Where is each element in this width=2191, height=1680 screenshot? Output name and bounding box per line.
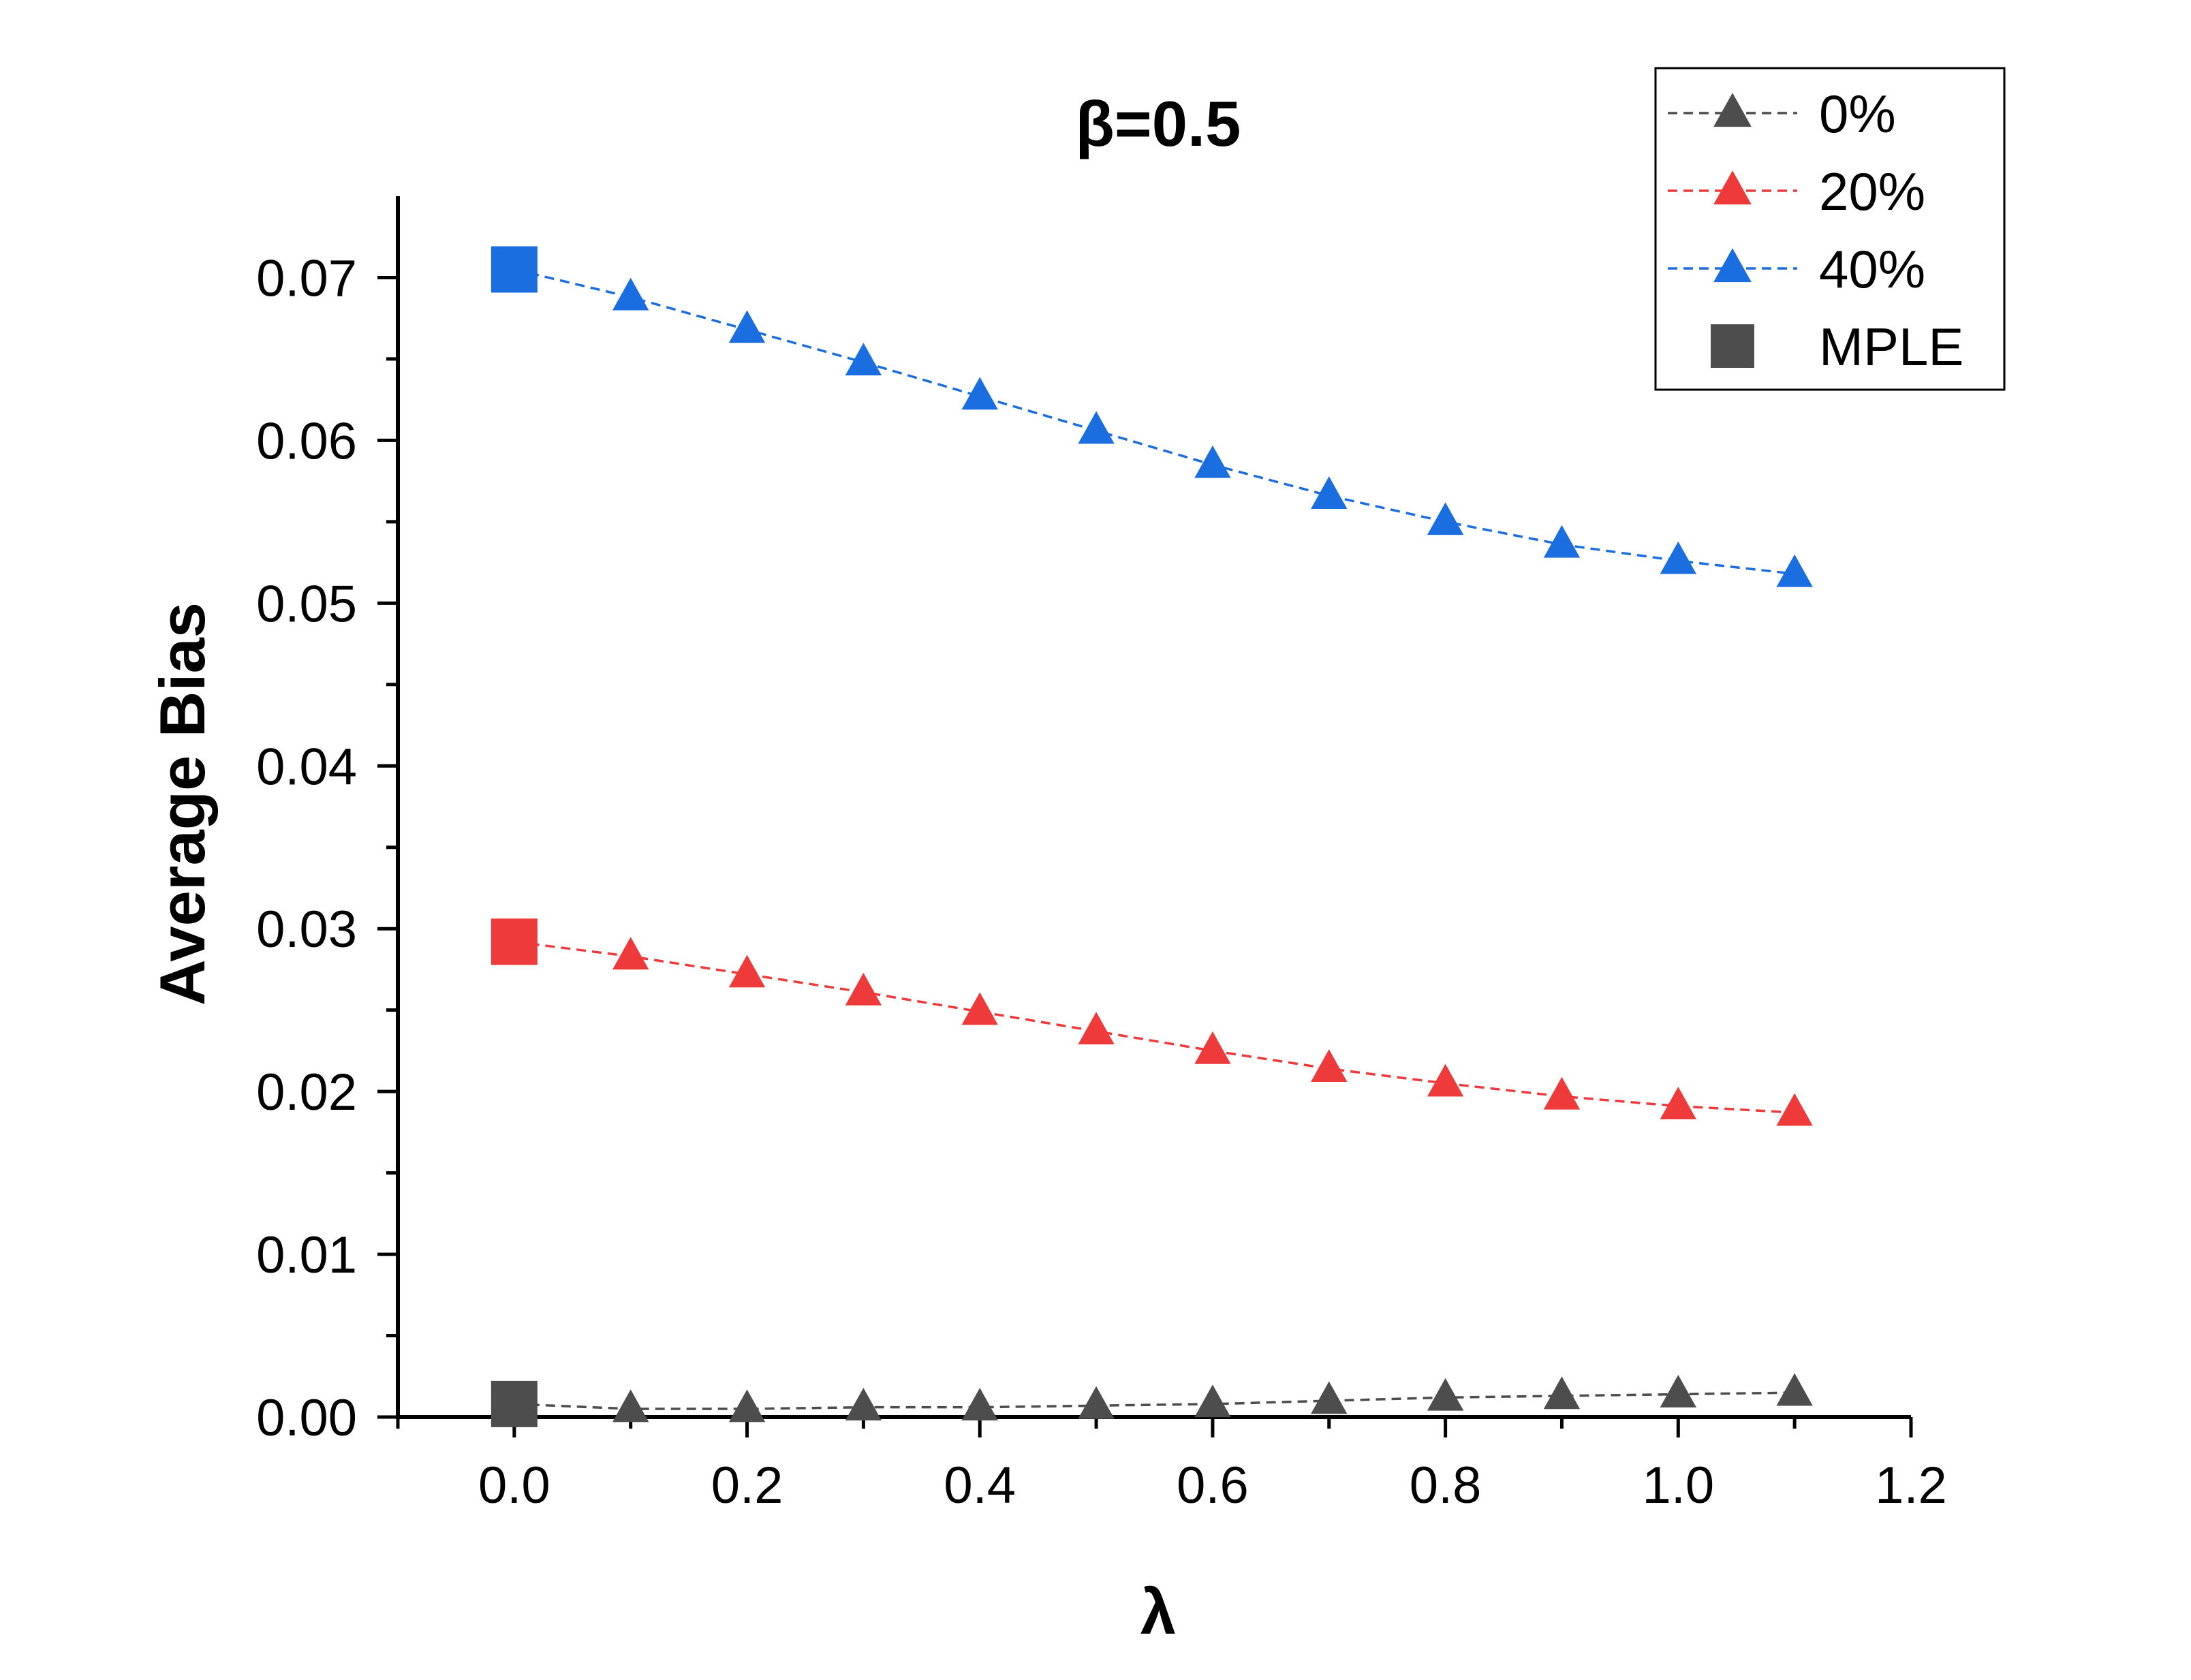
mple-marker — [491, 1380, 538, 1427]
series-20% — [514, 937, 1813, 1126]
data-point-marker — [1427, 1063, 1464, 1097]
series-40% — [514, 268, 1813, 587]
data-point-marker — [728, 1389, 766, 1422]
x-tick-label: 0.6 — [1177, 1457, 1249, 1514]
series-0% — [514, 1373, 1813, 1422]
data-point-marker — [961, 1388, 998, 1420]
data-point-marker — [728, 310, 766, 343]
data-series — [491, 246, 1813, 1427]
chart-title: β=0.5 — [1076, 88, 1241, 159]
data-point-marker — [845, 1388, 882, 1420]
series-mple — [491, 246, 538, 1427]
x-axis-title: λ — [1140, 1576, 1176, 1647]
y-tick-label: 0.07 — [256, 249, 357, 307]
data-point-marker — [1194, 1031, 1231, 1064]
data-point-marker — [1427, 1378, 1464, 1411]
legend-label: 0% — [1819, 84, 1896, 144]
data-point-marker — [612, 277, 649, 311]
data-point-marker — [1194, 445, 1231, 478]
data-point-marker — [1776, 1373, 1813, 1406]
y-tick-label: 0.04 — [256, 738, 357, 796]
data-point-marker — [1194, 1384, 1231, 1418]
legend-label: MPLE — [1819, 317, 1963, 377]
legend-marker — [1713, 170, 1752, 205]
mple-marker — [491, 246, 538, 293]
series-line — [514, 940, 1795, 1114]
x-tick-label: 1.2 — [1875, 1457, 1947, 1514]
x-tick-label: 0.8 — [1410, 1457, 1482, 1514]
data-point-marker — [1078, 411, 1115, 444]
legend-label: 40% — [1819, 239, 1925, 299]
legend-marker — [1713, 248, 1752, 283]
data-point-marker — [1543, 1376, 1581, 1410]
data-point-marker — [1543, 525, 1581, 558]
y-tick-label: 0.02 — [256, 1063, 357, 1121]
data-point-marker — [961, 992, 998, 1025]
x-tick-label: 0.2 — [711, 1457, 783, 1514]
legend-marker — [1711, 324, 1754, 368]
data-point-marker — [1660, 1087, 1696, 1119]
data-point-marker — [1660, 541, 1696, 574]
axes: 0.0 0.2 0.4 0.6 0.8 1.0 1.2 0.00 0.01 0.02 0.03 0.0… — [256, 196, 1947, 1514]
data-point-marker — [845, 972, 882, 1006]
data-point-marker — [1078, 1386, 1115, 1419]
y-tick-label: 0.00 — [256, 1389, 357, 1447]
data-point-marker — [1311, 1381, 1348, 1414]
y-tick-label: 0.01 — [256, 1226, 357, 1284]
series-line — [514, 268, 1795, 576]
data-point-marker — [1427, 502, 1464, 535]
legend-label: 20% — [1819, 161, 1925, 221]
x-tick-label: 0.4 — [944, 1457, 1016, 1514]
data-point-marker — [728, 954, 766, 988]
mple-marker — [491, 918, 538, 965]
data-point-marker — [1078, 1012, 1115, 1045]
data-point-marker — [1543, 1076, 1581, 1110]
legend: 0% 20% 40% MPLE — [1654, 67, 2006, 391]
y-tick-label: 0.05 — [256, 575, 357, 633]
y-tick-label: 0.03 — [256, 901, 357, 959]
y-tick-label: 0.06 — [256, 412, 357, 470]
x-tick-label: 0.0 — [478, 1457, 550, 1514]
x-tick-label: 1.0 — [1642, 1457, 1714, 1514]
data-point-marker — [1311, 476, 1348, 509]
data-point-marker — [612, 1389, 649, 1422]
y-axis-title: Average Bias — [146, 602, 218, 1006]
data-point-marker — [1311, 1049, 1348, 1083]
data-point-marker — [845, 343, 882, 376]
data-point-marker — [612, 937, 649, 970]
data-point-marker — [1776, 554, 1813, 587]
series-line — [514, 1391, 1795, 1410]
legend-marker — [1713, 93, 1752, 127]
data-point-marker — [1660, 1375, 1696, 1407]
data-point-marker — [961, 377, 998, 410]
data-point-marker — [1776, 1093, 1813, 1126]
